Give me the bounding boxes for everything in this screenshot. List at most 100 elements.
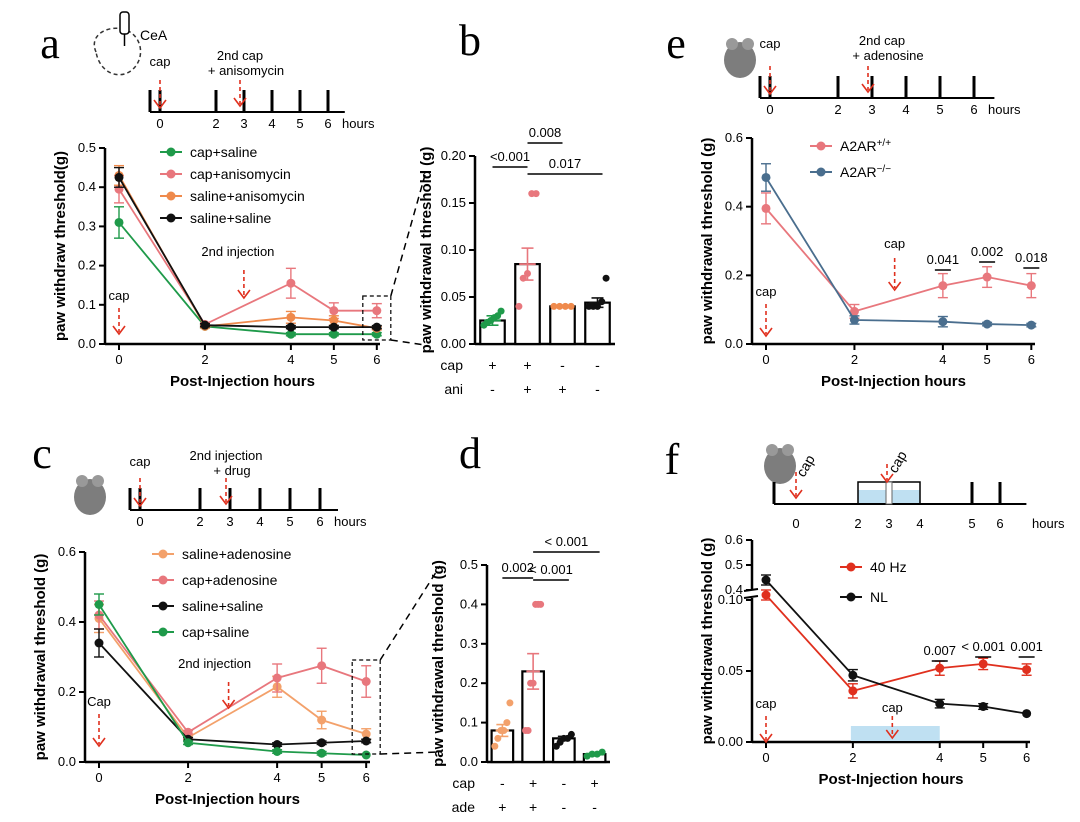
second-injection-arrow-head	[221, 699, 236, 710]
data-point	[506, 699, 514, 707]
row-sign: -	[562, 775, 567, 791]
data-point	[524, 726, 532, 734]
x-tick-label: 5	[318, 770, 325, 785]
mouse-icon	[74, 475, 106, 515]
data-point	[935, 699, 945, 709]
timeline-hour: 0	[156, 116, 163, 131]
mouse-ear	[782, 444, 794, 456]
legend-label: NL	[870, 589, 888, 605]
row-sign: +	[529, 799, 537, 815]
row-sign: -	[592, 799, 597, 815]
row-sign: +	[529, 775, 537, 791]
legend-swatch-dot	[166, 147, 176, 157]
legend-swatch-dot	[846, 562, 856, 572]
zoom-line	[390, 339, 426, 346]
data-point	[497, 307, 505, 315]
cap-arrow-head	[112, 325, 126, 336]
mouse-icon	[724, 38, 756, 78]
y-axis-title: paw withdrawal threshold (g)	[418, 147, 435, 354]
data-point	[317, 738, 327, 748]
y-axis-title: paw withdraw threshold(g)	[52, 151, 69, 341]
timeline-hour: 6	[996, 516, 1003, 531]
x-tick-label: 0	[115, 352, 122, 367]
zoom-line	[390, 174, 426, 297]
data-point	[524, 270, 531, 277]
y-tick-label: 0.4	[78, 179, 96, 194]
y-axis-title: paw withdrawal threshold (g)	[699, 538, 716, 745]
panel-label: e	[666, 19, 686, 68]
x-tick-label: 5	[983, 352, 990, 367]
legend-label: A2AR+/+	[840, 138, 891, 155]
data-point	[286, 278, 296, 288]
legend-swatch-dot	[158, 601, 168, 611]
timeline-unit: hours	[342, 116, 375, 131]
timeline-hour: 5	[936, 102, 943, 117]
timeline-hour: 2	[212, 116, 219, 131]
x-tick-label: 0	[762, 750, 769, 765]
second-injection-label: 2nd cap	[859, 33, 905, 48]
legend-swatch-dot	[158, 549, 168, 559]
y-tick-label: 0.1	[78, 297, 96, 312]
p-value: < 0.001	[961, 639, 1005, 654]
x-axis-title: Post-Injection hours	[170, 373, 315, 390]
data-point	[532, 190, 540, 198]
cap-label: cap	[756, 284, 777, 299]
timeline-hour: 6	[316, 514, 323, 529]
y-tick-label: 0.0	[460, 754, 478, 769]
y-tick-label: 0.0	[58, 754, 76, 769]
legend-swatch-dot	[166, 191, 176, 201]
mouse-ear	[742, 38, 754, 50]
row-sign: -	[562, 799, 567, 815]
mouse-body	[764, 448, 796, 484]
timeline-hour: 3	[885, 516, 892, 531]
x-tick-label: 0	[95, 770, 102, 785]
row-sign: +	[498, 799, 506, 815]
mouse-ear	[92, 475, 104, 487]
x-tick-label: 2	[849, 750, 856, 765]
data-point	[938, 317, 948, 327]
data-point	[1026, 281, 1036, 291]
y-tick-label: 0.05	[441, 289, 466, 304]
row-label: ade	[452, 799, 476, 815]
data-point	[286, 322, 296, 332]
y-tick-label: 0.3	[460, 636, 478, 651]
first-injection-arrow-head	[133, 497, 147, 508]
data-point	[329, 315, 339, 325]
y-tick-label: 0.2	[460, 675, 478, 690]
data-point	[494, 734, 502, 742]
p-value: 0.001	[1010, 639, 1043, 654]
legend-swatch-dot	[158, 575, 168, 585]
row-sign: +	[523, 357, 531, 373]
first-injection-arrow-head	[763, 85, 777, 96]
region-label: CeA	[140, 27, 168, 43]
first-injection-label: cap	[760, 36, 781, 51]
y-tick-label: 0.5	[460, 557, 478, 572]
second-injection-label: 2nd injection	[178, 656, 251, 671]
y-tick-label: 0.20	[441, 148, 466, 163]
data-point	[761, 575, 771, 585]
mouse-body	[74, 479, 106, 515]
data-point	[588, 750, 596, 758]
data-point	[761, 172, 771, 182]
p-value: < 0.001	[545, 534, 589, 549]
data-point	[361, 736, 371, 746]
timeline-hour: 5	[296, 116, 303, 131]
second-injection-arrow-head	[880, 473, 894, 484]
x-axis-title: Post-Injection hours	[818, 771, 963, 788]
y-tick-label: 0.00	[718, 734, 743, 749]
y-tick-label: 0.2	[58, 684, 76, 699]
panel-label: b	[459, 16, 481, 65]
second-injection-label-2: + anisomycin	[208, 63, 284, 78]
x-axis-title: Post-Injection hours	[821, 373, 966, 390]
y-tick-label: 0.0	[725, 336, 743, 351]
axis-break	[744, 590, 758, 598]
legend-swatch-dot	[816, 167, 826, 177]
data-point	[519, 274, 527, 282]
legend-label: cap+saline	[190, 144, 258, 160]
zoom-line	[380, 751, 441, 755]
panel-label: c	[32, 429, 52, 478]
row-sign: -	[500, 775, 505, 791]
data-point	[1022, 709, 1032, 719]
cap-label: Cap	[87, 694, 111, 709]
x-tick-label: 4	[274, 770, 281, 785]
